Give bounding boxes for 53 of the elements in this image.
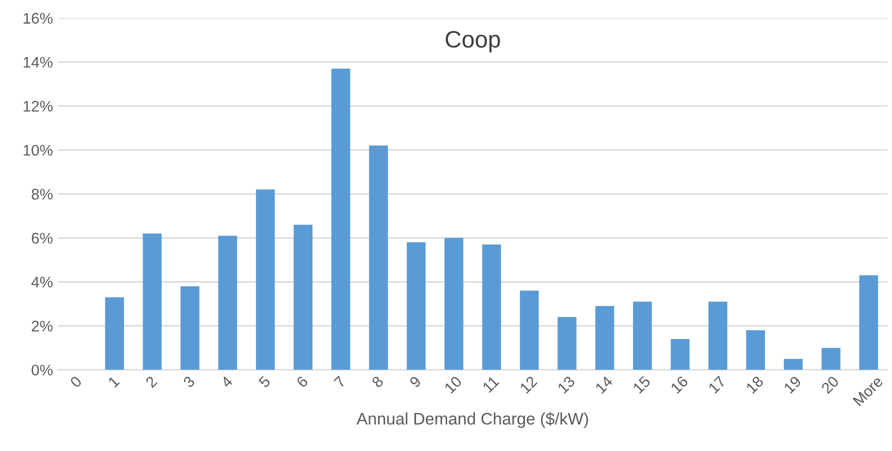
- bar: [331, 68, 350, 370]
- y-tick-label: 4%: [31, 276, 53, 288]
- bar: [180, 286, 200, 370]
- x-tick-label: 5: [258, 376, 271, 388]
- y-tick-label: 8%: [32, 188, 53, 200]
- x-tick-label: 20: [820, 375, 840, 394]
- x-tick-label: 18: [746, 375, 764, 394]
- bar: [482, 244, 502, 370]
- y-tick-label: 10%: [24, 144, 53, 156]
- y-tick-label: 14%: [24, 56, 53, 68]
- bar: [142, 234, 162, 370]
- x-tick-label: 1: [108, 376, 120, 388]
- bar: [256, 190, 275, 370]
- x-tick-label: 11: [482, 376, 500, 393]
- x-tick-label: 13: [557, 375, 576, 394]
- bar: [822, 348, 840, 370]
- y-tick-label: 12%: [24, 100, 53, 112]
- x-tick-label: 8: [371, 375, 384, 388]
- bar: [784, 358, 803, 370]
- x-tick-label: 3: [182, 375, 196, 388]
- bar: [406, 242, 426, 370]
- bar: [558, 317, 576, 370]
- bar: [670, 339, 690, 370]
- x-tick-label: 19: [783, 375, 802, 394]
- x-tick-label: 2: [145, 376, 158, 388]
- bar: [708, 302, 728, 370]
- x-axis-title: Annual Demand Charge ($/kW): [356, 412, 588, 428]
- x-tick-label: 14: [594, 375, 614, 394]
- bar: [444, 238, 464, 370]
- x-tick-label: 6: [296, 375, 309, 388]
- x-tick-label: 15: [632, 376, 651, 394]
- bar: [105, 297, 124, 370]
- y-tick-label: 2%: [32, 320, 53, 332]
- bar: [633, 302, 652, 370]
- bar: [595, 306, 614, 370]
- bar: [859, 275, 878, 370]
- bar: [746, 330, 765, 370]
- bar: [369, 146, 388, 370]
- x-tick-label: 17: [708, 376, 726, 394]
- x-tick-label: 10: [444, 375, 462, 394]
- x-tick-label: 9: [408, 375, 422, 388]
- y-tick-label: 0%: [32, 364, 53, 376]
- x-tick-label: 0: [70, 375, 82, 388]
- x-tick-label: 12: [519, 376, 538, 394]
- y-tick-label: 6%: [32, 232, 53, 244]
- y-tick-label: 16%: [24, 12, 53, 24]
- text: Coop: [446, 30, 500, 52]
- bar: [294, 224, 313, 370]
- x-tick-label: 16: [670, 375, 689, 394]
- x-tick-label: 4: [220, 375, 234, 388]
- x-tick-label: 7: [334, 376, 346, 388]
- bar: [520, 290, 539, 370]
- bar: [218, 236, 238, 370]
